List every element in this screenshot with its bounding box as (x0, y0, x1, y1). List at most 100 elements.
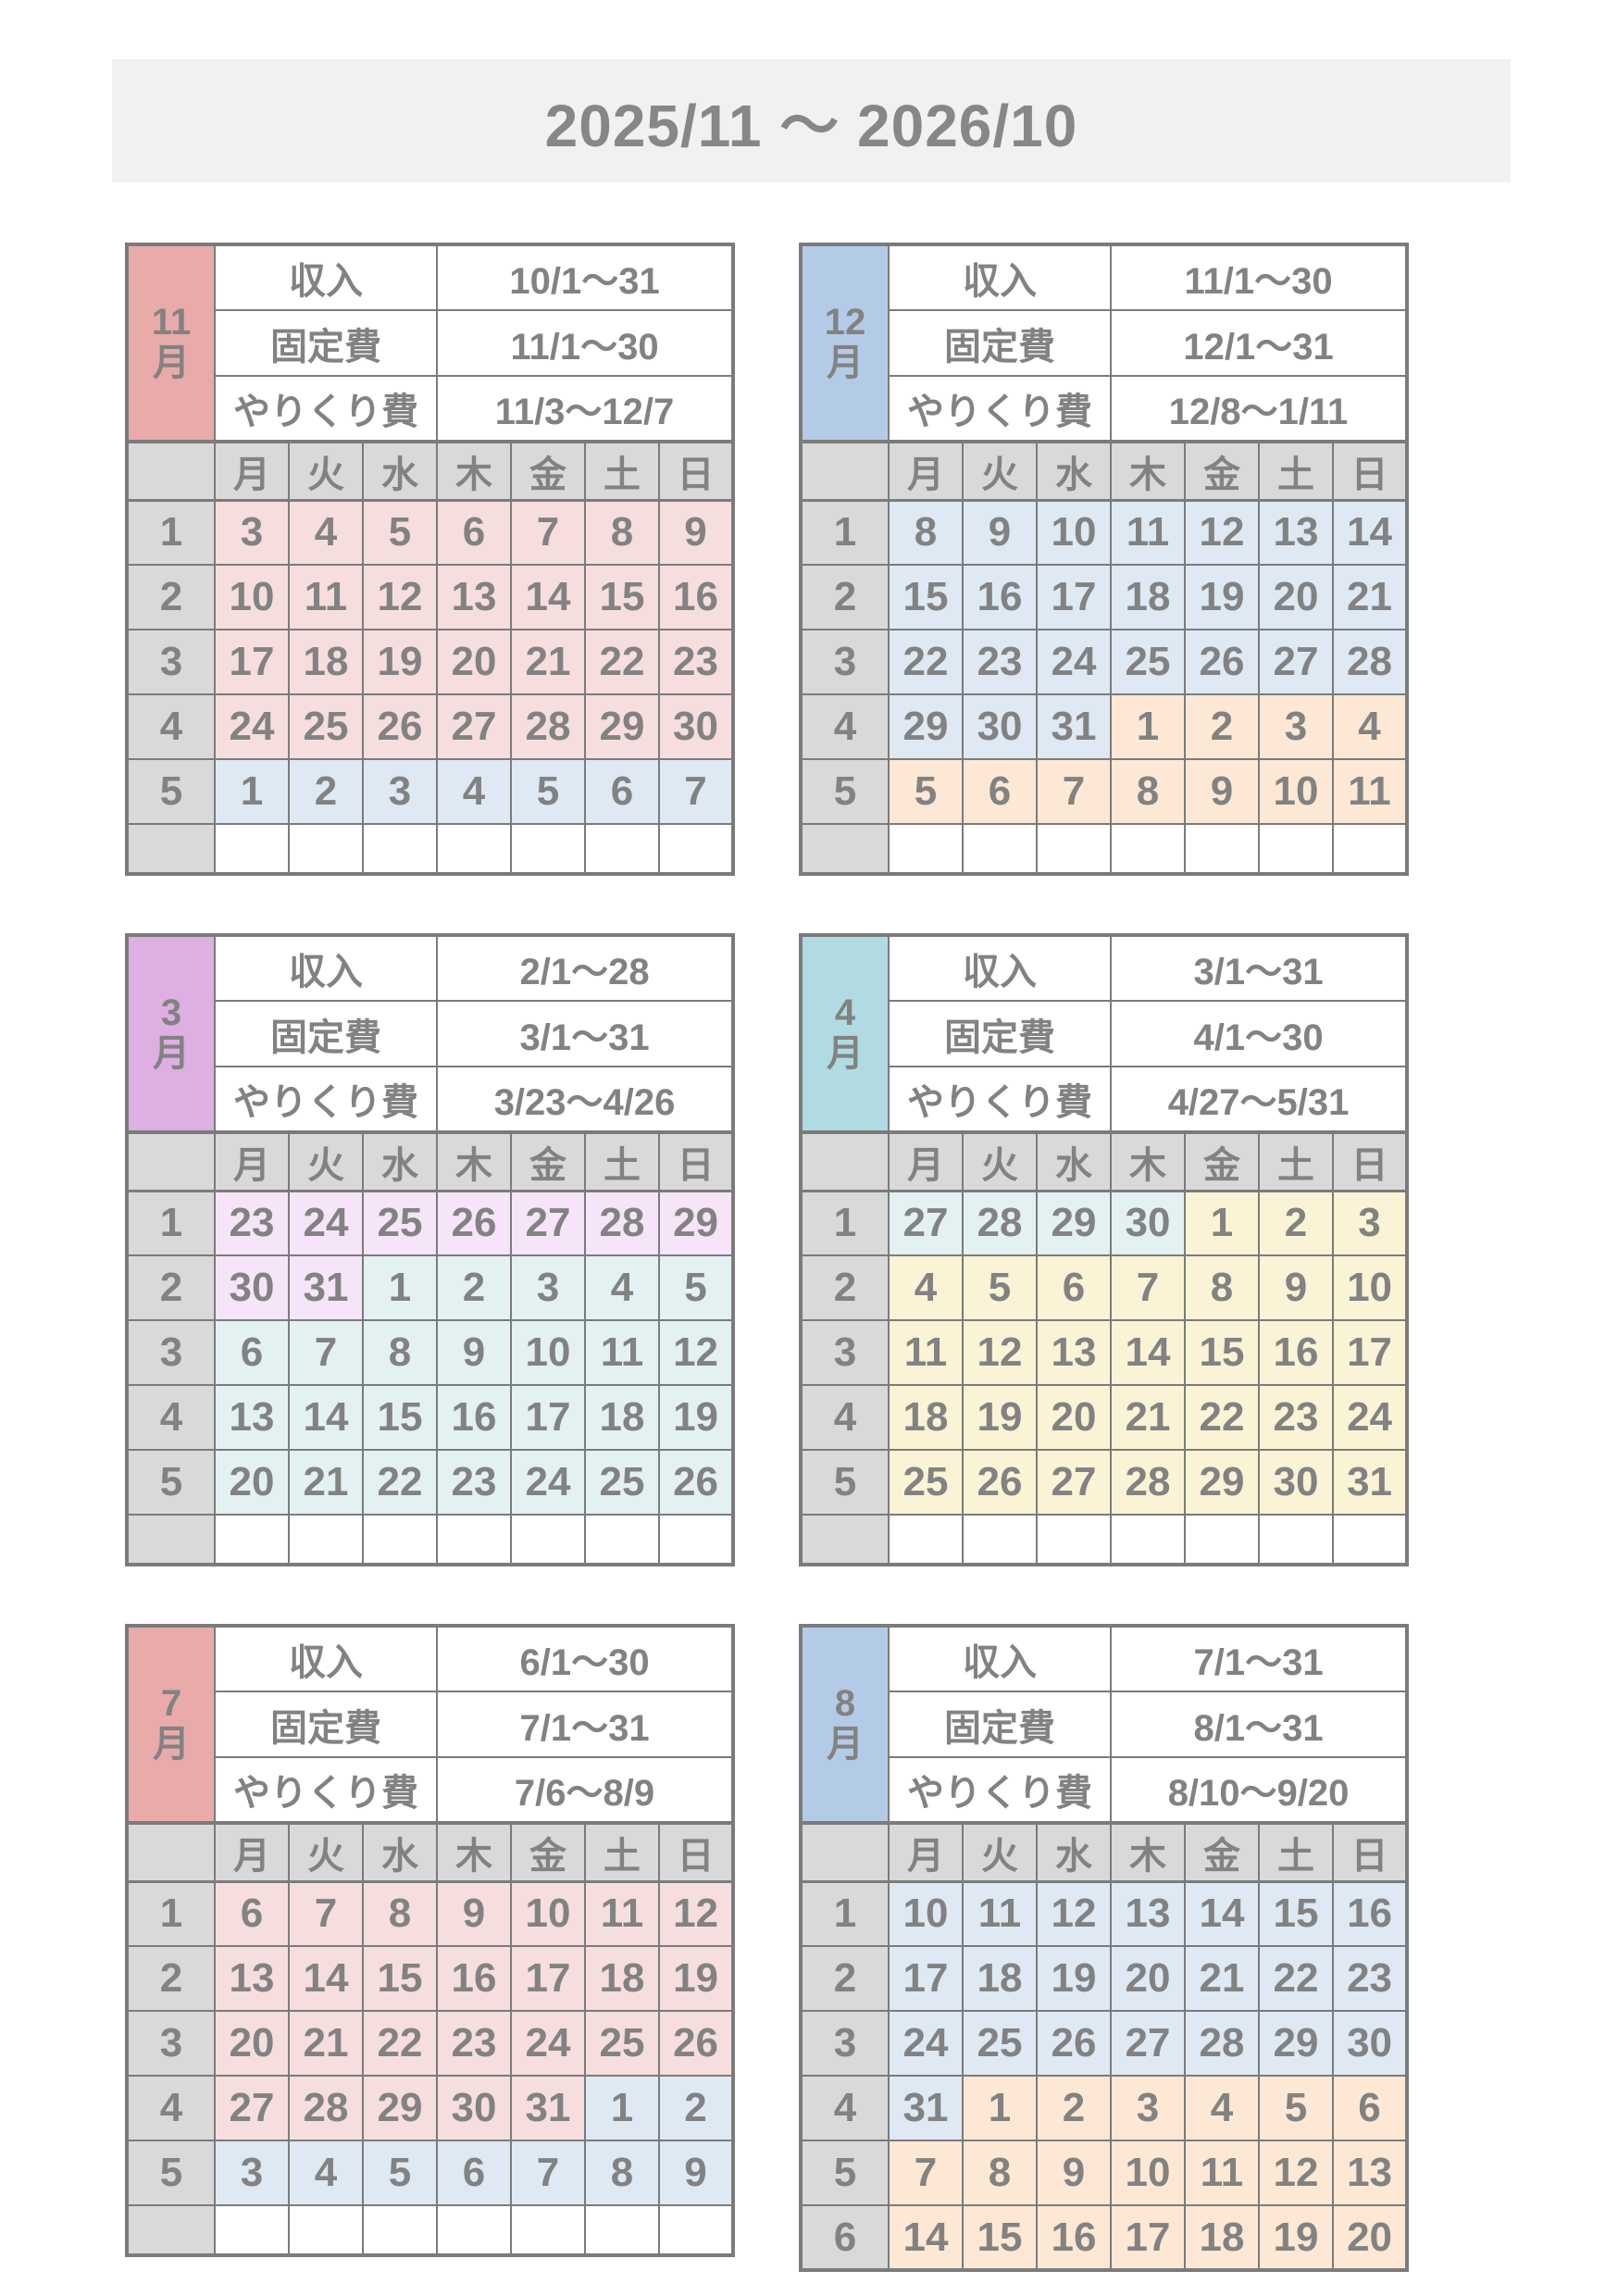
month-suffix: 月 (153, 1032, 190, 1074)
month-calendar: 7 月 収入 6/1〜30 固定費 7/1〜31 やりくり費 7/6〜8/9 月… (125, 1624, 736, 2272)
date-cell: 10 (510, 1880, 587, 1947)
date-cell: 25 (584, 1449, 661, 1516)
date-cell: 12 (1184, 499, 1261, 566)
week-row: 4 13 14 15 16 17 18 19 (126, 1384, 735, 1451)
date-cell: 17 (510, 1945, 587, 2012)
month-suffix: 月 (153, 342, 190, 383)
date-cell: 9 (1258, 1254, 1335, 1321)
weekday-cell: 日 (658, 440, 735, 502)
date-cell: 13 (214, 1945, 290, 2012)
date-cell: 4 (1332, 693, 1409, 760)
week-number: 1 (800, 499, 890, 566)
date-cell: 20 (1110, 1945, 1187, 2012)
date-cell: 26 (1184, 629, 1261, 695)
date-cell: 23 (214, 1190, 290, 1256)
date-cell: 15 (361, 1384, 439, 1451)
week-row: 4 24 25 26 27 28 29 30 (126, 693, 735, 760)
date-cell: 16 (1332, 1880, 1409, 1947)
corner-cell (800, 1130, 890, 1192)
page-title: 2025/11 〜 2026/10 (544, 92, 1078, 159)
yarikuri-row: やりくり費 8/10〜9/20 (801, 1756, 1409, 1824)
date-cell: 7 (658, 758, 735, 825)
date-cell: 19 (962, 1384, 1038, 1451)
fixed-cost-label: 固定費 (213, 1691, 439, 1758)
yarikuri-row: やりくり費 11/3〜12/7 (127, 375, 735, 443)
week-row: 3 22 23 24 25 26 27 28 (800, 629, 1409, 695)
corner-cell (800, 1821, 890, 1883)
week-number: 5 (800, 1449, 890, 1516)
weekday-cell: 月 (214, 1130, 290, 1192)
date-cell: 11 (1184, 2140, 1261, 2206)
weekday-cell: 水 (1035, 440, 1113, 502)
date-cell: 12 (1258, 2140, 1335, 2206)
empty-cell (1258, 1514, 1335, 1566)
date-cell: 2 (1258, 1190, 1335, 1256)
weekday-cell: 土 (1258, 1821, 1335, 1883)
week-number: 3 (800, 2010, 890, 2077)
date-cell: 29 (584, 693, 661, 760)
date-cell: 30 (214, 1254, 290, 1321)
date-cell: 27 (214, 2075, 290, 2141)
date-cell: 24 (214, 693, 290, 760)
date-cell: 17 (1332, 1319, 1409, 1386)
date-cell: 23 (1258, 1384, 1335, 1451)
empty-cell (962, 1514, 1038, 1566)
date-cell: 24 (888, 2010, 964, 2077)
date-cell: 12 (658, 1880, 735, 1947)
week-row: 3 17 18 19 20 21 22 23 (126, 629, 735, 695)
weekday-cell: 日 (1332, 440, 1409, 502)
date-cell: 13 (1332, 2140, 1409, 2206)
yarikuri-row: やりくり費 7/6〜8/9 (127, 1756, 735, 1824)
weekday-cell: 火 (962, 440, 1038, 502)
week-row: 4 29 30 31 1 2 3 4 (800, 693, 1409, 760)
weekday-cell: 火 (288, 1130, 364, 1192)
date-cell: 16 (1258, 1319, 1335, 1386)
empty-week-row (800, 823, 1409, 875)
date-cell: 20 (1332, 2204, 1409, 2271)
week-number (126, 823, 216, 875)
empty-cell (1184, 823, 1261, 875)
weekday-row: 月火水木金土日 (800, 1130, 1409, 1192)
date-cell: 5 (1258, 2075, 1335, 2141)
week-row: 4 18 19 20 21 22 23 24 (800, 1384, 1409, 1451)
date-cell: 9 (658, 499, 735, 566)
date-cell: 5 (361, 499, 439, 566)
yarikuri-label: やりくり費 (213, 1066, 439, 1133)
month-number: 11 (151, 302, 192, 343)
date-cell: 25 (1110, 629, 1187, 695)
fixed-cost-row: 固定費 3/1〜31 (127, 1000, 735, 1067)
date-cell: 24 (1332, 1384, 1409, 1451)
date-cell: 26 (361, 693, 439, 760)
date-cell: 27 (1110, 2010, 1187, 2077)
yarikuri-row: やりくり費 12/8〜1/11 (801, 375, 1409, 443)
empty-cell (214, 823, 290, 875)
date-cell: 7 (1110, 1254, 1187, 1321)
week-row: 2 30 31 1 2 3 4 5 (126, 1254, 735, 1321)
date-cell: 8 (1110, 758, 1187, 825)
month-label: 11 月 (126, 243, 216, 443)
date-cell: 28 (962, 1190, 1038, 1256)
income-label: 収入 (887, 1625, 1113, 1692)
date-cell: 29 (1184, 1449, 1261, 1516)
yarikuri-label: やりくり費 (887, 375, 1113, 443)
week-number: 4 (800, 1384, 890, 1451)
date-cell: 2 (658, 2075, 735, 2141)
fixed-cost-label: 固定費 (213, 1000, 439, 1067)
date-cell: 25 (888, 1449, 964, 1516)
fixed-cost-row: 固定費 8/1〜31 (801, 1691, 1409, 1758)
date-cell: 14 (1332, 499, 1409, 566)
yarikuri-label: やりくり費 (213, 1756, 439, 1824)
week-row: 2 15 16 17 18 19 20 21 (800, 564, 1409, 630)
weekday-cell: 金 (510, 1130, 587, 1192)
date-cell: 17 (1110, 2204, 1187, 2271)
month-table: 11 月 収入 10/1〜31 固定費 11/1〜30 やりくり費 11/3〜1… (125, 243, 736, 876)
date-cell: 12 (1035, 1880, 1113, 1947)
weekday-cell: 木 (436, 1821, 513, 1883)
date-cell: 7 (288, 1880, 364, 1947)
date-cell: 28 (1184, 2010, 1261, 2077)
date-cell: 27 (1035, 1449, 1113, 1516)
date-cell: 6 (214, 1880, 290, 1947)
date-cell: 20 (436, 629, 513, 695)
date-cell: 12 (658, 1319, 735, 1386)
month-table: 7 月 収入 6/1〜30 固定費 7/1〜31 やりくり費 7/6〜8/9 月… (125, 1624, 736, 2257)
